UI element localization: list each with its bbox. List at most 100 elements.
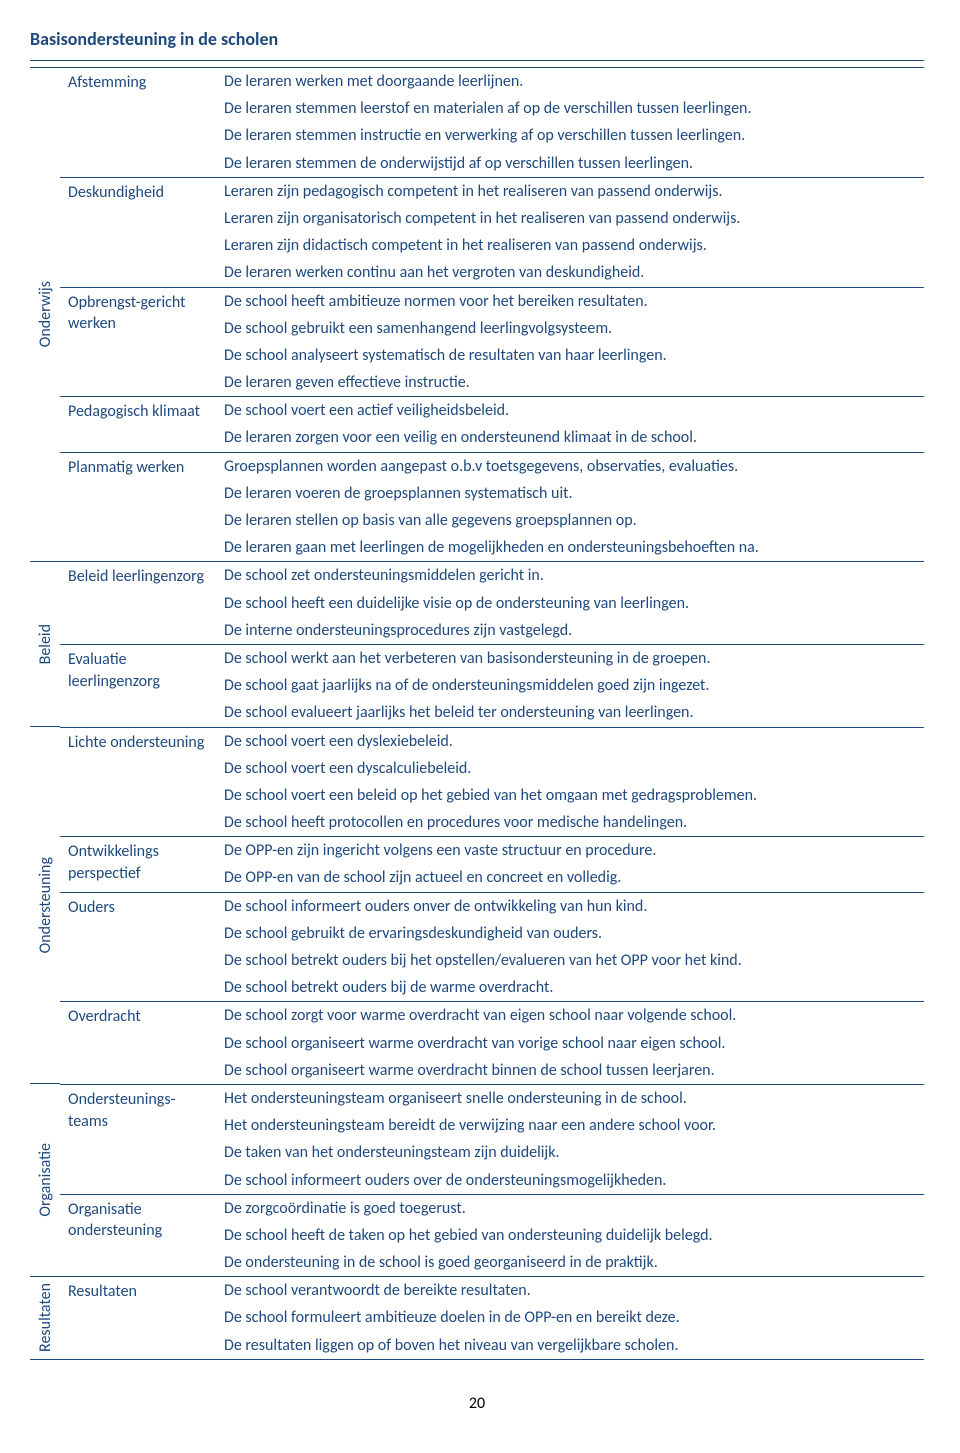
group-row: Organisatie ondersteuningDe zorgcoördina… xyxy=(60,1194,924,1277)
section-label-text: Resultaten xyxy=(36,1283,55,1352)
section-label: Ondersteuning xyxy=(30,726,60,1083)
description-list: De school voert een actief veiligheidsbe… xyxy=(216,397,924,451)
description-item: De school heeft protocollen en procedure… xyxy=(216,809,924,836)
description-item: De leraren stemmen instructie en verwerk… xyxy=(216,122,924,149)
description-item: De school heeft ambitieuze normen voor h… xyxy=(216,288,924,315)
section-label-text: Ondersteuning xyxy=(36,857,55,953)
description-item: De school formuleert ambitieuze doelen i… xyxy=(216,1304,924,1331)
group-row: ResultatenDe school verantwoordt de bere… xyxy=(60,1276,924,1359)
section-label: Beleid xyxy=(30,561,60,726)
group-label: Lichte ondersteuning xyxy=(60,728,216,837)
description-item: Groepsplannen worden aangepast o.b.v toe… xyxy=(216,453,924,480)
description-list: Het ondersteuningsteam organiseert snell… xyxy=(216,1085,924,1194)
description-item: De interne ondersteuningsprocedures zijn… xyxy=(216,617,924,644)
description-item: De school zorgt voor warme overdracht va… xyxy=(216,1002,924,1029)
description-list: De school heeft ambitieuze normen voor h… xyxy=(216,288,924,397)
description-item: De school verantwoordt de bereikte resul… xyxy=(216,1277,924,1304)
description-item: De leraren stellen op basis van alle geg… xyxy=(216,507,924,534)
description-item: De school betrekt ouders bij de warme ov… xyxy=(216,974,924,1001)
description-list: De school zorgt voor warme overdracht va… xyxy=(216,1002,924,1084)
group-row: OudersDe school informeert ouders onver … xyxy=(60,892,924,1002)
group-row: Planmatig werkenGroepsplannen worden aan… xyxy=(60,452,924,562)
description-item: De zorgcoördinatie is goed toegerust. xyxy=(216,1195,924,1222)
description-item: De school informeert ouders over de onde… xyxy=(216,1167,924,1194)
description-item: De school gebruikt een samenhangend leer… xyxy=(216,315,924,342)
description-list: De school verantwoordt de bereikte resul… xyxy=(216,1277,924,1359)
description-item: De leraren werken continu aan het vergro… xyxy=(216,259,924,286)
description-item: De school evalueert jaarlijks het beleid… xyxy=(216,699,924,726)
group-row: Opbrengst-gericht werkenDe school heeft … xyxy=(60,287,924,397)
description-item: De OPP-en zijn ingericht volgens een vas… xyxy=(216,837,924,864)
section-label-text: Onderwijs xyxy=(36,281,55,347)
description-item: De school informeert ouders onver de ont… xyxy=(216,893,924,920)
description-item: De leraren stemmen de onderwijstijd af o… xyxy=(216,150,924,177)
group-row: Evaluatie leerlingenzorgDe school werkt … xyxy=(60,644,924,727)
group-label: Opbrengst-gericht werken xyxy=(60,288,216,397)
description-item: De leraren geven effectieve instructie. xyxy=(216,369,924,396)
group-label: Afstemming xyxy=(60,68,216,177)
group-row: Pedagogisch klimaatDe school voert een a… xyxy=(60,396,924,451)
description-list: De OPP-en zijn ingericht volgens een vas… xyxy=(216,837,924,891)
description-item: De ondersteuning in de school is goed ge… xyxy=(216,1249,924,1276)
group-label: Pedagogisch klimaat xyxy=(60,397,216,451)
description-item: De leraren werken met doorgaande leerlij… xyxy=(216,68,924,95)
group-label: Ontwikkelings perspectief xyxy=(60,837,216,891)
description-item: De leraren voeren de groepsplannen syste… xyxy=(216,480,924,507)
group-row: Lichte ondersteuningDe school voert een … xyxy=(60,727,924,837)
description-item: De school betrekt ouders bij het opstell… xyxy=(216,947,924,974)
description-item: De leraren stemmen leerstof en materiale… xyxy=(216,95,924,122)
group-row: DeskundigheidLeraren zijn pedagogisch co… xyxy=(60,177,924,287)
support-table: Onderwijs Beleid Ondersteuning Organisatie R… xyxy=(30,67,924,1360)
description-item: De school heeft de taken op het gebied v… xyxy=(216,1222,924,1249)
description-list: De zorgcoördinatie is goed toegerust.De … xyxy=(216,1195,924,1277)
description-item: De OPP-en van de school zijn actueel en … xyxy=(216,864,924,891)
section-label-text: Organisatie xyxy=(36,1143,55,1217)
section-label: Organisatie xyxy=(30,1083,60,1276)
section-label-text: Beleid xyxy=(36,624,55,664)
section-label-column: Onderwijs Beleid Ondersteuning Organisatie R… xyxy=(30,67,60,1359)
group-row: Ondersteunings-teamsHet ondersteuningste… xyxy=(60,1084,924,1194)
description-item: De school organiseert warme overdracht b… xyxy=(216,1057,924,1084)
description-item: De school gebruikt de ervaringsdeskundig… xyxy=(216,920,924,947)
description-item: De school gaat jaarlijks na of de onders… xyxy=(216,672,924,699)
description-item: De school voert een dyscalculiebeleid. xyxy=(216,755,924,782)
group-label: Organisatie ondersteuning xyxy=(60,1195,216,1277)
group-row: AfstemmingDe leraren werken met doorgaan… xyxy=(60,67,924,177)
description-item: Leraren zijn pedagogisch competent in he… xyxy=(216,178,924,205)
page-title: Basisondersteuning in de scholen xyxy=(30,28,924,61)
description-item: De leraren zorgen voor een veilig en ond… xyxy=(216,424,924,451)
description-item: De school voert een beleid op het gebied… xyxy=(216,782,924,809)
group-label: Resultaten xyxy=(60,1277,216,1359)
description-item: De school voert een dyslexiebeleid. xyxy=(216,728,924,755)
description-item: De resultaten liggen op of boven het niv… xyxy=(216,1332,924,1359)
page-number: 20 xyxy=(30,1394,924,1413)
description-item: Leraren zijn organisatorisch competent i… xyxy=(216,205,924,232)
description-list: De school zet ondersteuningsmiddelen ger… xyxy=(216,562,924,644)
description-list: De leraren werken met doorgaande leerlij… xyxy=(216,68,924,177)
section-label: Onderwijs xyxy=(30,67,60,561)
content-column: AfstemmingDe leraren werken met doorgaan… xyxy=(60,67,924,1359)
group-label: Ondersteunings-teams xyxy=(60,1085,216,1194)
group-label: Planmatig werken xyxy=(60,453,216,562)
description-list: De school werkt aan het verbeteren van b… xyxy=(216,645,924,727)
description-list: De school informeert ouders onver de ont… xyxy=(216,893,924,1002)
group-row: Ontwikkelings perspectiefDe OPP-en zijn … xyxy=(60,836,924,891)
description-item: Het ondersteuningsteam bereidt de verwij… xyxy=(216,1112,924,1139)
group-row: Beleid leerlingenzorgDe school zet onder… xyxy=(60,561,924,644)
description-item: De school heeft een duidelijke visie op … xyxy=(216,590,924,617)
description-item: De school voert een actief veiligheidsbe… xyxy=(216,397,924,424)
description-list: De school voert een dyslexiebeleid.De sc… xyxy=(216,728,924,837)
description-item: Het ondersteuningsteam organiseert snell… xyxy=(216,1085,924,1112)
group-label: Ouders xyxy=(60,893,216,1002)
description-list: Groepsplannen worden aangepast o.b.v toe… xyxy=(216,453,924,562)
description-item: De leraren gaan met leerlingen de mogeli… xyxy=(216,534,924,561)
group-label: Deskundigheid xyxy=(60,178,216,287)
description-item: De school organiseert warme overdracht v… xyxy=(216,1030,924,1057)
group-label: Evaluatie leerlingenzorg xyxy=(60,645,216,727)
section-label: Resultaten xyxy=(30,1276,60,1359)
group-label: Beleid leerlingenzorg xyxy=(60,562,216,644)
group-label: Overdracht xyxy=(60,1002,216,1084)
description-item: De school zet ondersteuningsmiddelen ger… xyxy=(216,562,924,589)
description-item: De taken van het ondersteuningsteam zijn… xyxy=(216,1139,924,1166)
description-item: Leraren zijn didactisch competent in het… xyxy=(216,232,924,259)
